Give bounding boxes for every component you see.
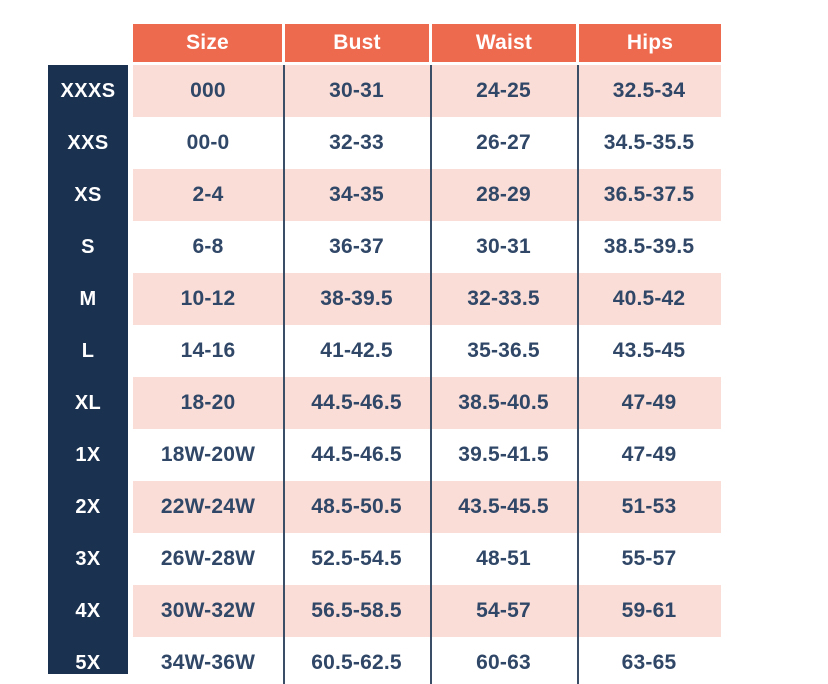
- cell-size: 10-12: [180, 287, 236, 310]
- table-row: 22W-24W 48.5-50.5 43.5-45.5 51-53: [133, 481, 721, 533]
- cell-size: 34W-36W: [160, 651, 256, 674]
- cell-hips: 55-57: [621, 547, 677, 570]
- row-label-m: M: [79, 287, 97, 310]
- cell-bust: 56.5-58.5: [311, 599, 402, 622]
- column-divider-bust-waist: [429, 65, 432, 684]
- cell-size: 30W-32W: [160, 599, 256, 622]
- column-header-hips: Hips: [579, 24, 721, 62]
- cell-bust: 38-39.5: [320, 287, 393, 310]
- table-row: 10-12 38-39.5 32-33.5 40.5-42: [133, 273, 721, 325]
- row-label-xl: XL: [74, 391, 102, 414]
- cell-bust: 34-35: [329, 183, 384, 206]
- table-row: 26W-28W 52.5-54.5 48-51 55-57: [133, 533, 721, 585]
- cell-waist: 32-33.5: [467, 287, 540, 310]
- column-header-size: Size: [133, 24, 282, 62]
- cell-size: 26W-28W: [160, 547, 256, 570]
- cell-bust: 60.5-62.5: [311, 651, 402, 674]
- cell-waist: 38.5-40.5: [458, 391, 549, 414]
- size-label-column: XXXS XXS XS S M L XL 1X 2X 3X 4X 5X: [48, 65, 128, 674]
- cell-bust: 44.5-46.5: [311, 391, 402, 414]
- cell-size: 000: [190, 79, 226, 102]
- cell-size: 18-20: [180, 391, 236, 414]
- row-label-3x: 3X: [75, 547, 101, 570]
- row-label-5x: 5X: [75, 651, 101, 674]
- cell-hips: 36.5-37.5: [603, 183, 695, 206]
- cell-waist: 30-31: [476, 235, 531, 258]
- table-header: Size Bust Waist Hips: [133, 24, 721, 62]
- cell-waist: 60-63: [476, 651, 531, 674]
- cell-size: 2-4: [192, 183, 224, 206]
- cell-size: 22W-24W: [160, 495, 256, 518]
- cell-size: 00-0: [186, 131, 230, 154]
- cell-hips: 38.5-39.5: [603, 235, 695, 258]
- table-row: 18W-20W 44.5-46.5 39.5-41.5 47-49: [133, 429, 721, 481]
- cell-hips: 51-53: [621, 495, 677, 518]
- table-row: 14-16 41-42.5 35-36.5 43.5-45: [133, 325, 721, 377]
- column-divider-waist-hips: [576, 65, 579, 684]
- cell-hips: 32.5-34: [612, 79, 686, 102]
- table-row: 34W-36W 60.5-62.5 60-63 63-65: [133, 637, 721, 684]
- row-label-xxxs: XXXS: [60, 79, 116, 102]
- table-row: 000 30-31 24-25 32.5-34: [133, 65, 721, 117]
- cell-bust: 36-37: [329, 235, 384, 258]
- table-row: 2-4 34-35 28-29 36.5-37.5: [133, 169, 721, 221]
- cell-hips: 40.5-42: [612, 287, 686, 310]
- table-row: 30W-32W 56.5-58.5 54-57 59-61: [133, 585, 721, 637]
- cell-waist: 35-36.5: [467, 339, 540, 362]
- row-label-l: L: [81, 339, 95, 362]
- cell-waist: 48-51: [476, 547, 531, 570]
- cell-size: 18W-20W: [160, 443, 256, 466]
- row-label-1x: 1X: [75, 443, 101, 466]
- cell-bust: 52.5-54.5: [311, 547, 402, 570]
- cell-bust: 44.5-46.5: [311, 443, 402, 466]
- row-label-xs: XS: [74, 183, 102, 206]
- row-label-2x: 2X: [75, 495, 101, 518]
- cell-bust: 30-31: [329, 79, 384, 102]
- cell-bust: 41-42.5: [320, 339, 393, 362]
- cell-hips: 47-49: [621, 391, 677, 414]
- cell-bust: 48.5-50.5: [311, 495, 402, 518]
- table-row: 00-0 32-33 26-27 34.5-35.5: [133, 117, 721, 169]
- cell-bust: 32-33: [329, 131, 384, 154]
- cell-hips: 63-65: [621, 651, 677, 674]
- column-header-bust: Bust: [285, 24, 429, 62]
- cell-waist: 54-57: [476, 599, 531, 622]
- cell-waist: 43.5-45.5: [458, 495, 549, 518]
- cell-waist: 39.5-41.5: [458, 443, 549, 466]
- table-body: 000 30-31 24-25 32.5-34 00-0 32-33 26-27 34.5-3…: [133, 65, 721, 684]
- cell-hips: 47-49: [621, 443, 677, 466]
- column-divider-size-bust: [282, 65, 285, 684]
- cell-size: 14-16: [180, 339, 236, 362]
- cell-waist: 28-29: [476, 183, 531, 206]
- cell-hips: 59-61: [621, 599, 677, 622]
- table-row: 18-20 44.5-46.5 38.5-40.5 47-49: [133, 377, 721, 429]
- column-header-waist: Waist: [432, 24, 576, 62]
- cell-waist: 26-27: [476, 131, 531, 154]
- cell-waist: 24-25: [476, 79, 531, 102]
- row-label-4x: 4X: [75, 599, 101, 622]
- table-row: 6-8 36-37 30-31 38.5-39.5: [133, 221, 721, 273]
- row-label-s: S: [81, 235, 95, 258]
- cell-hips: 34.5-35.5: [603, 131, 695, 154]
- cell-hips: 43.5-45: [612, 339, 686, 362]
- row-label-xxs: XXS: [67, 131, 109, 154]
- cell-size: 6-8: [192, 235, 224, 258]
